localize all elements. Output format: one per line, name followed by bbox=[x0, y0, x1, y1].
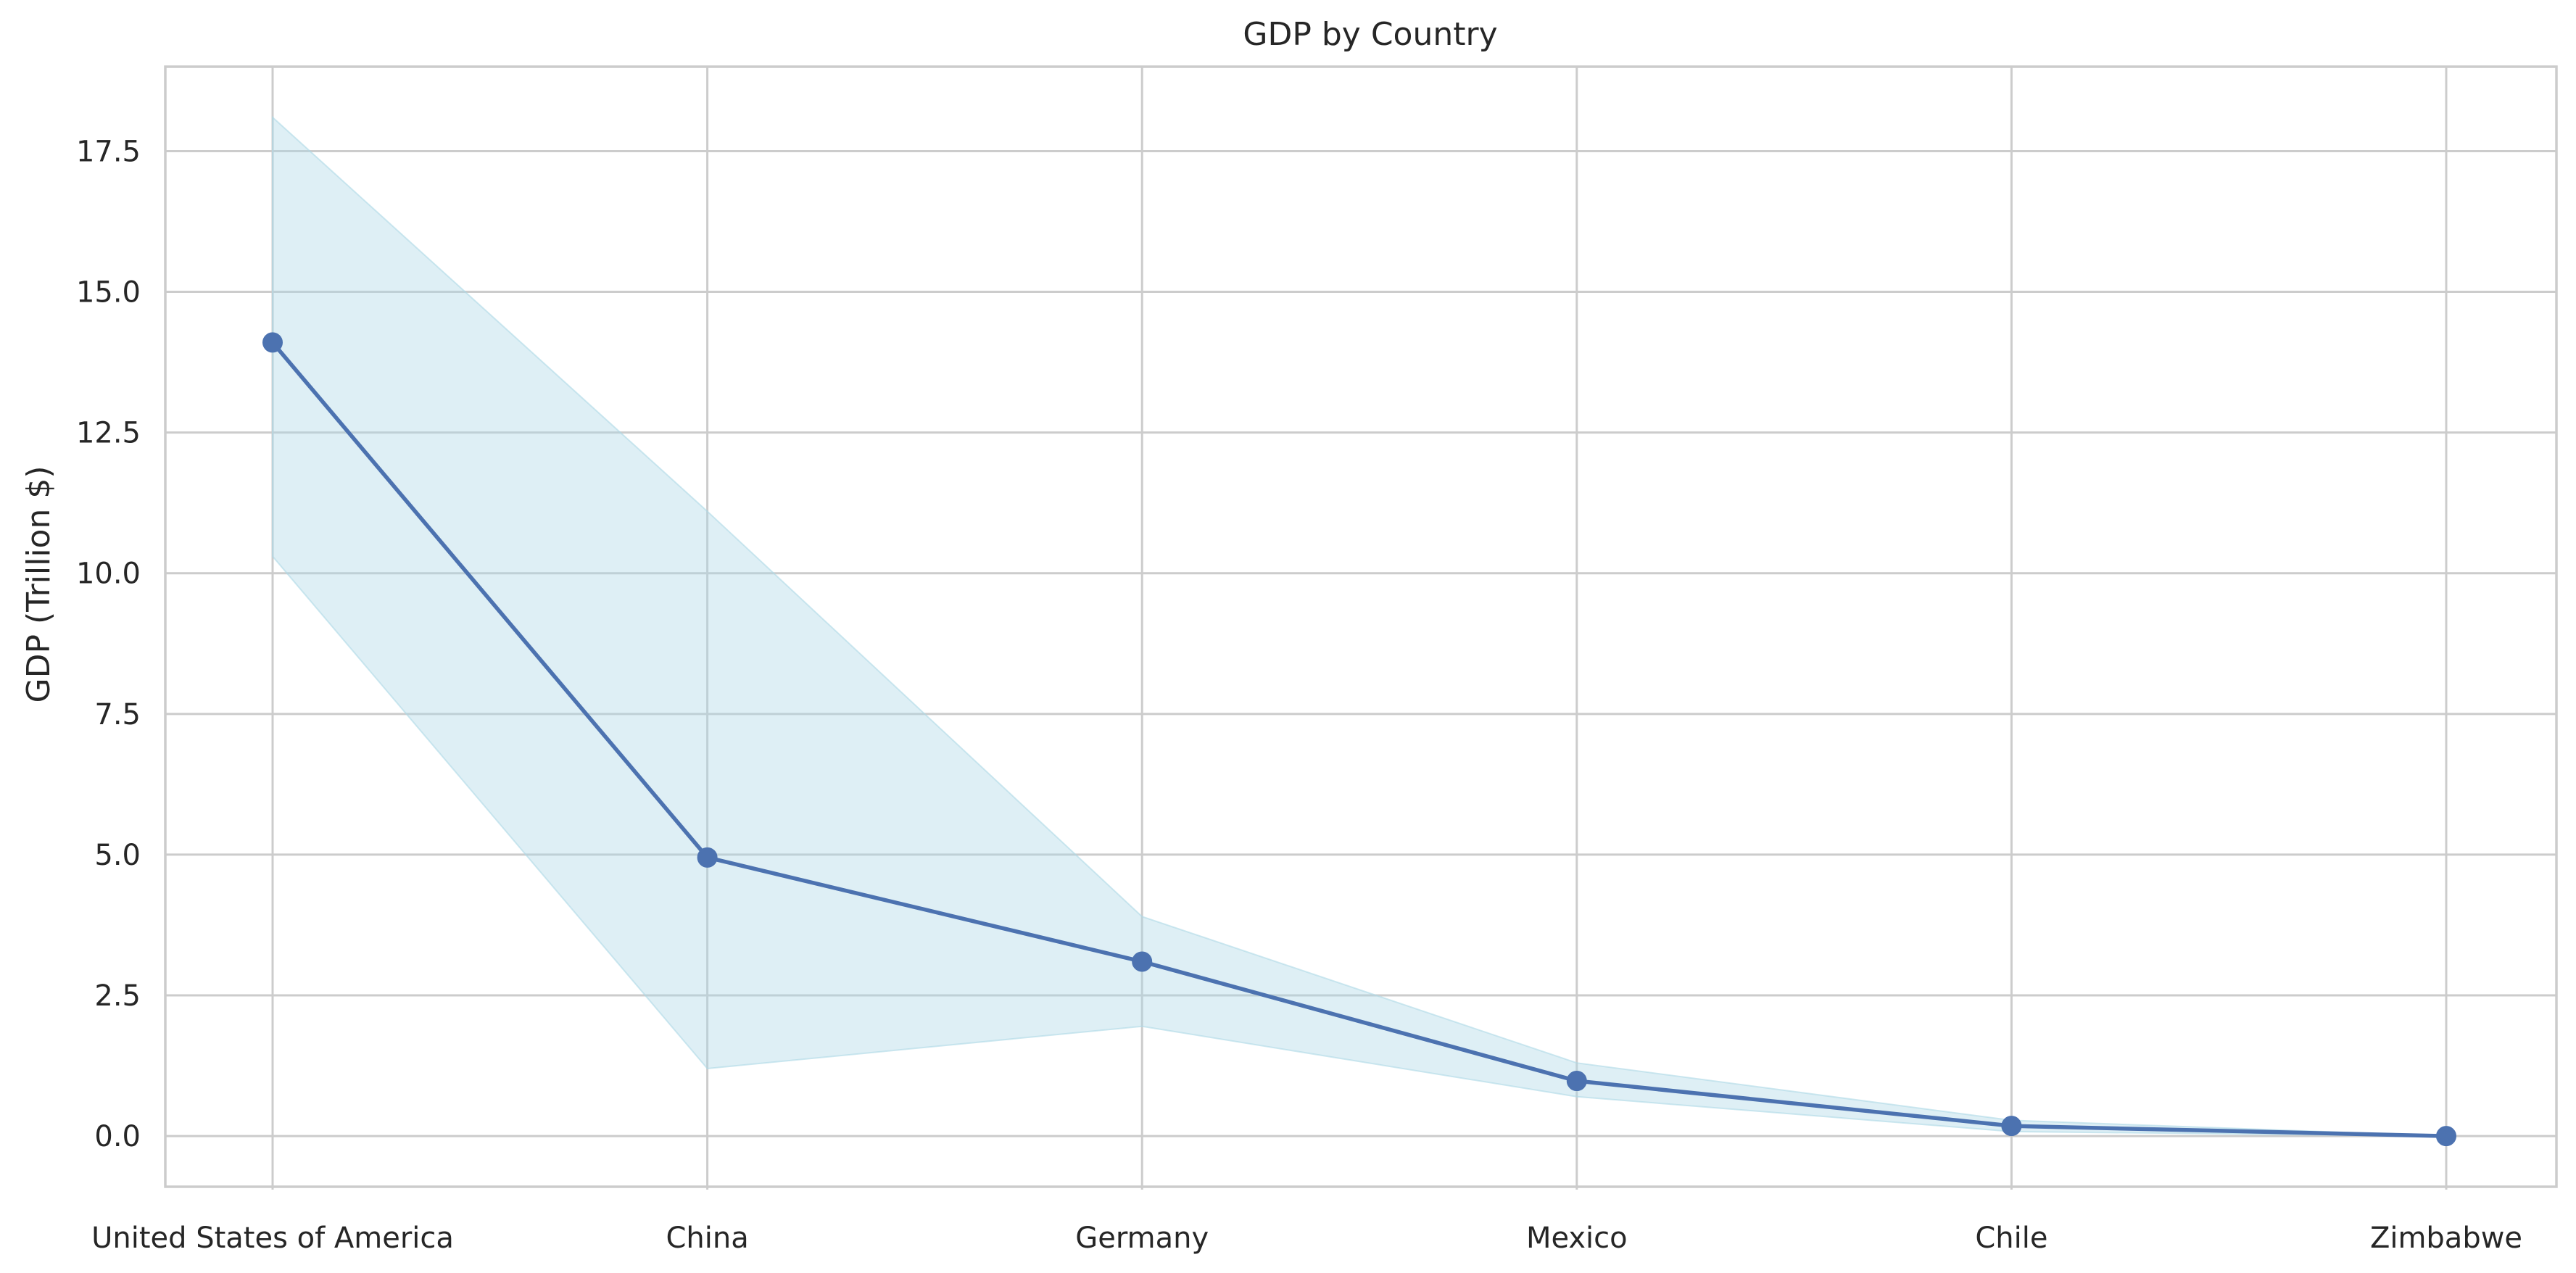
chart-title: GDP by Country bbox=[1243, 16, 1497, 53]
data-point bbox=[1566, 1071, 1587, 1092]
plot-frame bbox=[164, 65, 2558, 1188]
x-tick-label: Germany bbox=[1075, 1222, 1209, 1255]
y-tick-label: 2.5 bbox=[94, 979, 141, 1013]
y-tick-label: 7.5 bbox=[94, 698, 141, 731]
tick-layer: 0.0 2.5 5.0 7.5 10.0 12.5 15.0 17.5 United State… bbox=[76, 135, 2522, 1255]
y-tick-label: 12.5 bbox=[76, 417, 141, 450]
x-tick-label: China bbox=[666, 1222, 748, 1255]
x-tick-label: Mexico bbox=[1526, 1222, 1628, 1255]
y-tick-label: 5.0 bbox=[94, 839, 141, 872]
x-tick-label: Chile bbox=[1975, 1222, 2047, 1255]
y-tick-label: 15.0 bbox=[76, 276, 141, 310]
data-point bbox=[1132, 951, 1153, 972]
x-tick-label: United States of America bbox=[91, 1222, 454, 1255]
y-tick-label: 0.0 bbox=[94, 1120, 141, 1153]
series-line bbox=[270, 340, 2448, 1138]
data-point bbox=[262, 332, 283, 353]
data-point bbox=[2436, 1126, 2456, 1147]
data-point bbox=[2001, 1116, 2022, 1137]
y-tick-label: 17.5 bbox=[76, 135, 141, 168]
line-layer bbox=[270, 340, 2448, 1138]
confidence-band bbox=[272, 115, 2447, 1137]
marker-layer bbox=[262, 332, 2456, 1147]
spine-layer bbox=[164, 65, 2558, 1188]
y-axis-label: GDP (Trillion $) bbox=[20, 465, 57, 702]
x-tick-label: Zimbabwe bbox=[2370, 1222, 2522, 1255]
band-layer bbox=[272, 115, 2447, 1137]
data-point bbox=[697, 847, 718, 868]
y-tick-label: 10.0 bbox=[76, 557, 141, 591]
grid-layer bbox=[165, 67, 2556, 1187]
